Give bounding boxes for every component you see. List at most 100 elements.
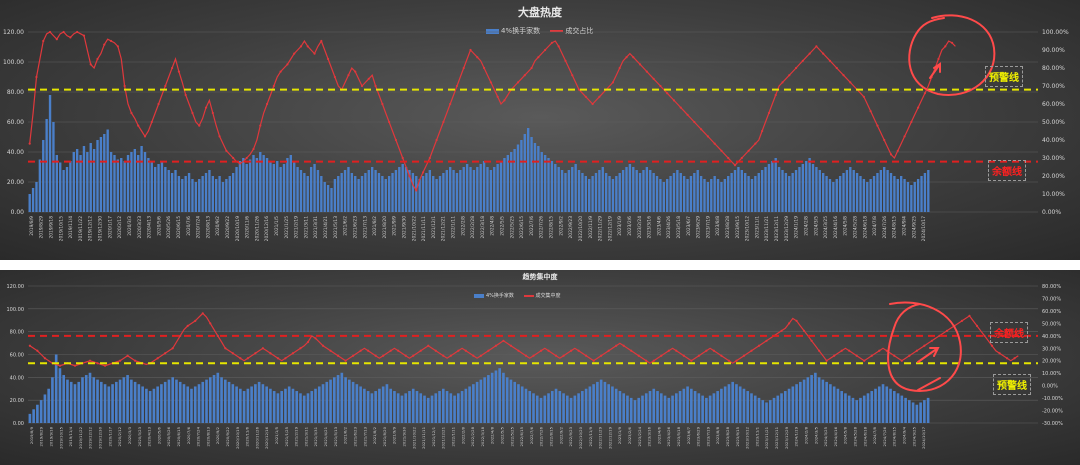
y-axis-tick-label: 60.00 — [10, 353, 24, 359]
series-point — [690, 359, 693, 362]
series-point — [421, 171, 425, 174]
bar — [242, 158, 245, 212]
bar — [577, 393, 580, 423]
bar — [618, 173, 621, 212]
series-line — [29, 31, 956, 192]
series-point — [600, 354, 603, 357]
bar — [363, 388, 366, 423]
y-axis-tick-label: 120.00 — [7, 284, 25, 290]
y2-axis-tick-label: 70.00% — [1042, 296, 1061, 302]
bar — [487, 375, 490, 423]
series-point — [524, 354, 528, 357]
series-point — [713, 142, 716, 145]
bar — [676, 170, 679, 212]
x-axis-tick-label: 2023/7/19 — [705, 426, 710, 446]
bar — [428, 170, 432, 212]
bar — [123, 161, 126, 212]
legend-label-line: 成交集中度 — [535, 293, 561, 299]
x-axis-tick-label: 2022/7/6 — [529, 216, 535, 236]
x-axis-tick-label: 2020/11/6 — [245, 216, 251, 239]
bar — [855, 400, 859, 423]
x-axis-tick-label: 2020/1/17 — [107, 216, 113, 239]
x-axis-tick-label: 2021/8/2 — [372, 426, 377, 444]
bar — [354, 176, 357, 212]
series-point — [712, 349, 715, 352]
bar — [483, 377, 486, 423]
bar — [899, 176, 903, 212]
bar — [330, 188, 333, 212]
bar — [720, 182, 723, 212]
bar — [915, 404, 919, 423]
bar — [457, 393, 460, 423]
series-point — [254, 352, 257, 355]
x-axis-tick-label: 2024/1/19 — [794, 426, 799, 446]
series-point — [828, 59, 832, 62]
y2-axis-tick-label: 50.00% — [1042, 119, 1065, 126]
bar — [505, 377, 509, 423]
series-point — [615, 344, 618, 347]
series-point — [404, 354, 407, 357]
series-point — [286, 63, 289, 66]
series-point — [55, 38, 58, 41]
bar — [889, 388, 892, 423]
bar — [302, 395, 306, 423]
series-point — [727, 359, 731, 362]
x-axis-tick-label: 2022/6/15 — [519, 426, 524, 446]
series-point — [191, 111, 194, 115]
x-axis-tick-label: 2023/11/21 — [764, 216, 770, 242]
bar — [903, 179, 906, 212]
bar — [494, 370, 498, 423]
bar — [364, 173, 367, 212]
series-point — [284, 357, 287, 360]
bar — [750, 179, 754, 212]
bar — [231, 173, 235, 212]
bar — [615, 176, 618, 212]
bar — [754, 176, 757, 212]
series-point — [855, 354, 858, 357]
x-axis-tick-label: 2024/9/4 — [901, 216, 907, 236]
bar — [554, 164, 557, 212]
bar — [599, 379, 603, 423]
x-axis-tick-label: 2020/9/2 — [215, 426, 220, 444]
bar — [696, 170, 699, 212]
bar — [186, 386, 190, 423]
x-axis-tick-label: 2024/7/8 — [872, 426, 877, 444]
series-point — [757, 344, 761, 347]
bar — [55, 155, 59, 212]
bar — [177, 176, 181, 212]
bar — [757, 397, 761, 423]
series-point — [577, 349, 580, 352]
bar — [47, 388, 50, 423]
series-point — [652, 77, 655, 80]
series-point — [449, 354, 452, 357]
x-axis-tick-label: 2023/11/21 — [764, 426, 769, 448]
series-point — [990, 344, 994, 347]
bar — [167, 170, 170, 212]
series-point — [479, 354, 482, 357]
x-axis-tick-label: 2022/2/28 — [470, 216, 476, 239]
bar — [735, 384, 738, 423]
bar — [272, 391, 276, 423]
x-axis-tick-label: 2020/6/15 — [176, 216, 182, 239]
x-axis-tick-label: 2023/2/6 — [627, 216, 633, 236]
series-point — [449, 102, 452, 106]
bar — [699, 176, 703, 212]
bar — [838, 176, 842, 212]
bar — [645, 167, 649, 212]
bar — [821, 173, 825, 212]
x-axis-tick-label: 2021/12/21 — [441, 426, 446, 448]
series-point — [679, 106, 682, 109]
series-point — [314, 337, 317, 340]
series-point — [908, 354, 911, 357]
bar — [503, 158, 506, 212]
x-axis-tick-label: 2023/4/6 — [656, 426, 661, 444]
bar — [923, 173, 927, 212]
bar — [765, 402, 768, 423]
bar — [225, 179, 228, 212]
bar — [126, 155, 130, 212]
series-point — [389, 349, 392, 352]
x-axis-tick-label: 2020/7/6 — [186, 426, 191, 444]
bar — [697, 393, 701, 423]
bar — [246, 388, 250, 423]
bar — [509, 379, 513, 423]
